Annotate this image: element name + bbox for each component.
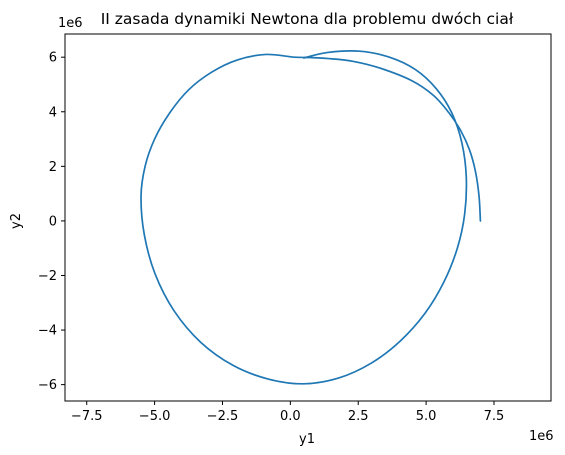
x-tick-label: −7.5	[71, 409, 103, 424]
y-tick-label: −4	[38, 324, 57, 339]
x-tick-label: 5.0	[416, 409, 437, 424]
y-tick-label: 0	[49, 214, 57, 229]
y-tick-label: −2	[38, 269, 57, 284]
chart-title: II zasada dynamiki Newtona dla problemu …	[101, 10, 514, 28]
x-tick-label: 0.0	[280, 409, 301, 424]
x-axis-label: y1	[299, 432, 315, 447]
x-tick-label: 2.5	[348, 409, 369, 424]
plot-frame	[65, 34, 551, 401]
y-tick-label: 4	[49, 105, 57, 120]
y-tick-label: 6	[49, 51, 57, 66]
x-tick-label: −2.5	[207, 409, 239, 424]
x-offset-label: 1e6	[529, 429, 554, 444]
y-axis-label: y2	[9, 213, 24, 229]
x-tick-label: 7.5	[484, 409, 505, 424]
plot-area	[141, 51, 480, 384]
y-tick-label: −6	[38, 378, 57, 393]
y-tick-label: 2	[49, 160, 57, 175]
series-line	[141, 51, 480, 384]
ticks-group: −7.5 −5.0 −2.5 0.0 2.5 5.0 7.5 −6 −4 −2 0 2 4 6	[38, 51, 504, 424]
x-tick-label: −5.0	[139, 409, 171, 424]
y-offset-label: 1e6	[58, 16, 83, 31]
